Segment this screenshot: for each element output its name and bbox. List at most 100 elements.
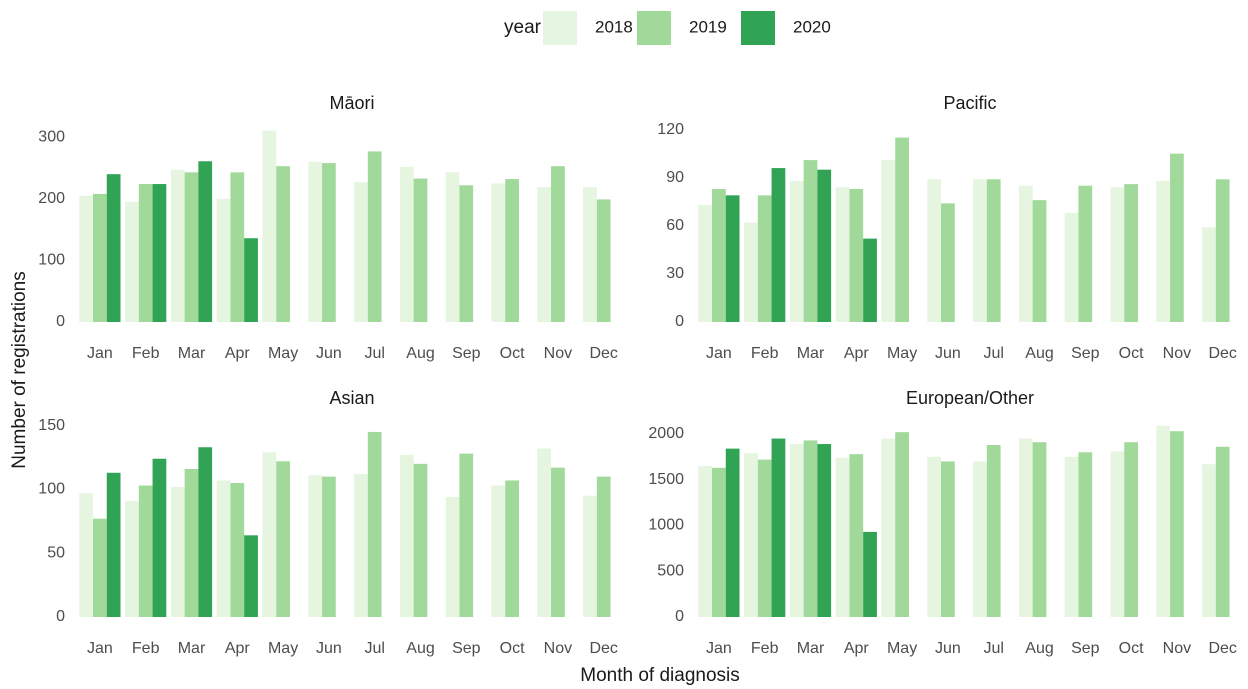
bar [79,493,94,617]
bar [413,463,428,617]
bar [1032,200,1047,322]
bar [79,195,94,322]
bar [262,452,277,617]
bar [459,453,474,617]
x-tick-label: May [268,640,298,657]
x-tick-label: May [887,345,917,362]
bar [491,485,506,617]
y-tick-label: 150 [38,417,65,434]
bar [1170,431,1184,617]
bar [863,238,877,322]
bar [986,444,1001,617]
x-tick-label: Jul [983,345,1003,362]
bar [583,495,597,617]
legend-title: year [504,17,542,38]
bar [459,185,474,322]
x-tick-label: Feb [132,640,160,657]
bar [803,440,818,617]
bar [725,448,740,617]
x-tick-label: Feb [751,345,779,362]
bar [1124,184,1138,322]
x-tick-label: Mar [797,640,825,657]
y-tick-label: 0 [56,313,65,330]
legend-label: 2019 [689,17,727,36]
x-tick-label: Oct [1119,640,1144,657]
bar [1156,180,1171,322]
x-tick-label: Jul [364,345,384,362]
bar [1018,185,1033,322]
bar [138,485,153,617]
bar [817,444,832,617]
bar [698,204,713,322]
bar [863,531,877,617]
bar [170,169,185,322]
bar [399,454,414,617]
x-tick-label: May [268,345,298,362]
legend-swatch [637,11,671,45]
bar [849,454,864,617]
bar [537,448,552,617]
panel-title: Māori [329,93,374,113]
bar [1156,425,1171,617]
panel-title: Pacific [943,93,996,113]
x-tick-label: Oct [500,640,525,657]
x-tick-label: Nov [1163,640,1191,657]
x-tick-label: Apr [844,640,870,657]
bar [170,486,185,617]
bar [744,453,758,617]
y-tick-label: 50 [47,544,65,561]
bar [367,151,382,322]
y-tick-label: 0 [675,313,684,330]
bar [1170,153,1184,322]
bar [895,137,909,322]
bar [322,163,336,322]
bar [789,180,804,322]
x-tick-label: Oct [1119,345,1144,362]
bar [1202,227,1216,322]
bar [230,172,245,322]
bar [198,161,213,322]
x-tick-label: Jan [87,640,113,657]
y-tick-label: 100 [38,481,65,498]
x-tick-label: Dec [1208,640,1236,657]
bar [895,432,909,617]
y-tick-label: 500 [657,562,684,579]
bar [1064,456,1079,617]
bar [698,466,713,617]
bar [757,459,772,617]
bar [973,461,987,617]
x-tick-label: Jun [316,345,342,362]
x-tick-label: Feb [132,345,160,362]
x-tick-label: Apr [225,345,251,362]
bar [308,475,323,617]
x-tick-label: Jul [364,640,384,657]
x-tick-label: Nov [544,640,572,657]
bar [230,482,245,617]
bar [276,461,290,617]
bar [537,187,552,322]
x-tick-label: Jun [935,640,961,657]
x-tick-label: Mar [178,640,206,657]
y-tick-label: 0 [675,608,684,625]
y-axis-label: Number of registrations [9,271,30,468]
bar [583,187,597,322]
x-tick-label: Aug [1025,640,1053,657]
x-tick-label: Mar [178,345,206,362]
y-tick-label: 0 [56,608,65,625]
bar [986,179,1001,322]
x-tick-label: Apr [844,345,870,362]
bar [551,166,565,322]
bar [771,438,786,617]
x-tick-label: Apr [225,640,251,657]
bar [817,169,832,322]
bar [125,201,139,322]
x-tick-label: Jul [983,640,1003,657]
bar [152,184,167,322]
bar [138,184,153,322]
x-tick-label: Jan [87,345,113,362]
x-tick-label: Dec [1208,345,1236,362]
x-tick-label: Jan [706,640,732,657]
y-tick-label: 60 [666,217,684,234]
bar [941,203,955,322]
bar [505,179,519,322]
